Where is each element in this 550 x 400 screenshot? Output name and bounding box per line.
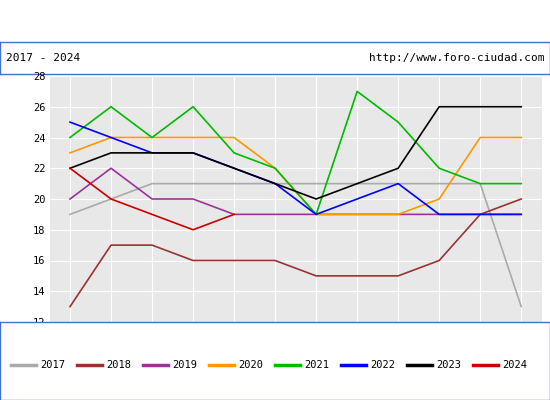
Text: 2021: 2021 [304,360,329,370]
Text: 2024: 2024 [502,360,527,370]
Text: 2018: 2018 [106,360,131,370]
Text: 2022: 2022 [370,360,395,370]
Text: Evolucion del paro registrado en Ribeira de Piquín: Evolucion del paro registrado en Ribeira… [65,14,485,28]
Text: 2017 - 2024: 2017 - 2024 [6,53,80,63]
Text: 2020: 2020 [238,360,263,370]
Text: 2019: 2019 [172,360,197,370]
Text: 2017: 2017 [40,360,65,370]
Text: 2023: 2023 [436,360,461,370]
Text: http://www.foro-ciudad.com: http://www.foro-ciudad.com [369,53,544,63]
